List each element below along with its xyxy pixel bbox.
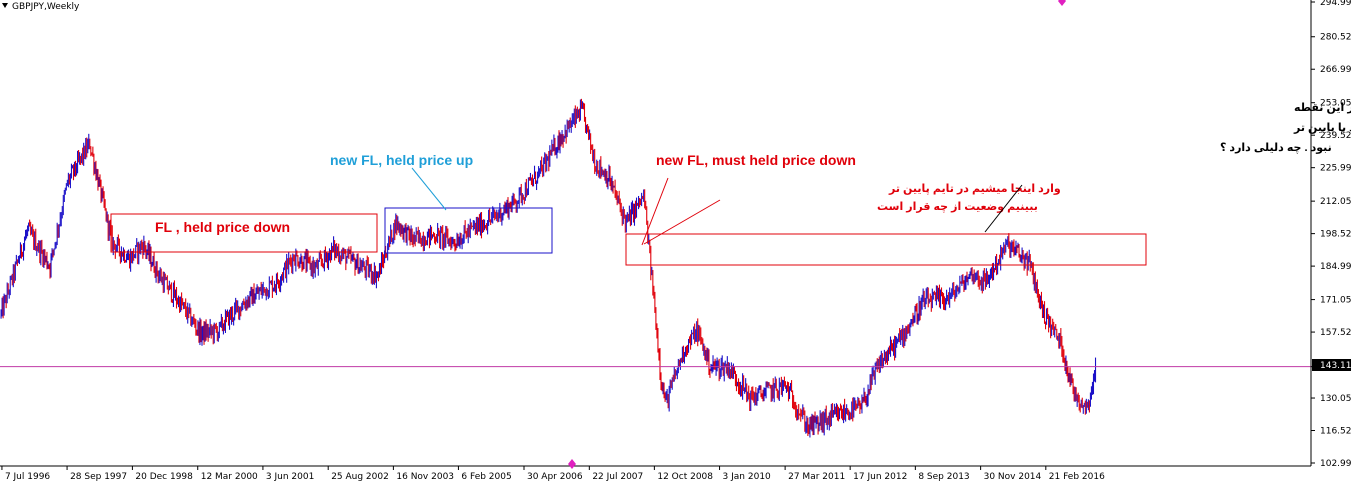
x-tick-label: 12 Mar 2000	[201, 472, 258, 482]
new-fl-held-up-box[interactable]	[384, 207, 553, 254]
y-tick-label: 239.528	[1320, 131, 1351, 141]
x-tick-label: 3 Jun 2001	[266, 472, 314, 482]
persian-note-red-line2: ببینیم وضعیت از چه قرار است	[877, 201, 1038, 213]
fl-held-down-box[interactable]	[110, 213, 378, 253]
x-tick-label: 17 Jun 2012	[853, 472, 907, 482]
y-tick-label: 130.058	[1320, 394, 1351, 404]
current-price-label: 143.118	[1320, 361, 1351, 371]
y-axis: 294.998 280.528 266.998 253.058 239.528 225.9…	[1311, 0, 1351, 469]
y-tick-label: 253.058	[1320, 99, 1351, 109]
new-fl-must-down-box[interactable]	[625, 233, 1147, 266]
x-tick-label: 28 Sep 1997	[70, 472, 127, 482]
fl-held-down-label: FL , held price down	[155, 219, 290, 235]
y-tick-label: 225.998	[1320, 164, 1351, 174]
x-axis: 7 Jul 1996 28 Sep 1997 20 Dec 1998 12 Mar 2…	[1, 466, 1105, 482]
y-tick-label: 266.998	[1320, 65, 1351, 75]
x-tick-label: 27 Mar 2011	[788, 472, 845, 482]
y-tick-label: 294.998	[1320, 0, 1351, 8]
persian-note-black-line1: جریان سفارشات آزاد یعنی چرا مارکت در این…	[1294, 100, 1351, 114]
x-tick-label: 3 Jan 2010	[723, 472, 771, 482]
x-tick-label: 6 Feb 2005	[461, 472, 511, 482]
y-tick-label: 212.058	[1320, 197, 1351, 207]
persian-note-black-line3: نبود . چه دلیلی دارد ؟	[1220, 142, 1332, 154]
y-tick-label: 280.528	[1320, 33, 1351, 43]
y-tick-label: 102.998	[1320, 459, 1351, 469]
x-tick-label: 20 Dec 1998	[135, 472, 193, 482]
y-tick-label: 171.058	[1320, 296, 1351, 306]
y-tick-label: 116.528	[1320, 427, 1351, 437]
x-tick-label: 7 Jul 1996	[5, 472, 50, 482]
x-tick-label: 22 Jul 2007	[592, 472, 643, 482]
new-fl-held-up-label: new FL, held price up	[330, 152, 473, 168]
symbol-label: GBPJPY,Weekly	[12, 2, 80, 12]
x-tick-label: 30 Nov 2014	[984, 472, 1042, 482]
persian-red-pointer-line	[643, 199, 721, 245]
x-tick-label: 16 Nov 2003	[396, 472, 454, 482]
x-tick-label: 30 Apr 2006	[527, 472, 583, 482]
top-marker-icon	[1058, 0, 1066, 6]
x-tick-label: 12 Oct 2008	[657, 472, 713, 482]
x-tick-label: 8 Sep 2013	[918, 472, 969, 482]
persian-note-red-line1: وارد اینجا میشیم در تایم پایین تر	[888, 183, 1061, 195]
persian-black-pointer-line	[984, 184, 1023, 233]
new-fl-up-pointer-line	[411, 167, 447, 211]
dropdown-arrow-icon[interactable]	[2, 3, 8, 8]
y-tick-label: 184.998	[1320, 262, 1351, 272]
x-tick-label: 21 Feb 2016	[1049, 472, 1105, 482]
candles-group	[0, 98, 1097, 438]
x-tick-label: 25 Aug 2002	[331, 472, 389, 482]
bottom-marker-icon	[568, 459, 576, 469]
current-price-tag	[1312, 359, 1351, 371]
new-fl-down-pointer-line	[641, 177, 669, 246]
new-fl-must-down-label: new FL, must held price down	[656, 152, 856, 168]
y-tick-label: 157.528	[1320, 328, 1351, 338]
y-tick-label: 198.528	[1320, 230, 1351, 240]
persian-note-black-line2: باید چرخش داشته باشد . چرا بالاتر نبود ی…	[1293, 122, 1351, 134]
